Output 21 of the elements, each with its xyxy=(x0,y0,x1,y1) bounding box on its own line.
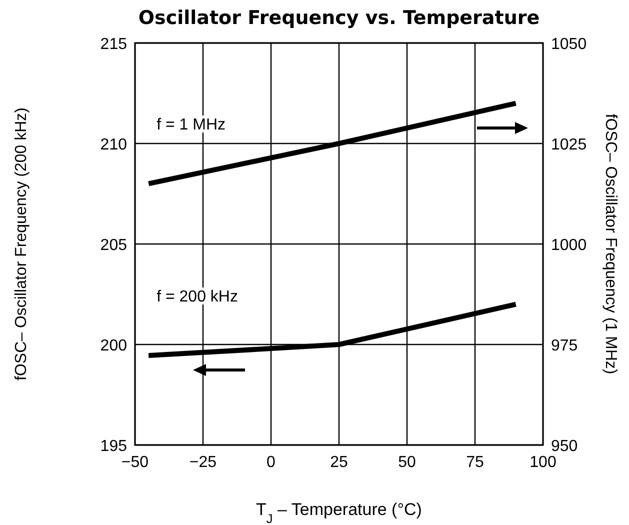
x-axis-title: T$_{J}$ – Temperature (°C) xyxy=(256,500,422,525)
y2-tick-label: 1050 xyxy=(551,36,587,53)
chart-title: Oscillator Frequency vs. Temperature xyxy=(138,7,540,29)
y2-tick-label: 1025 xyxy=(551,136,587,154)
x-tick-label: 75 xyxy=(466,454,484,471)
y-tick-label: 195 xyxy=(100,438,128,455)
x-tick-label: 100 xyxy=(530,454,556,471)
x-tick-label: −25 xyxy=(189,454,217,471)
y2-tick-label: 950 xyxy=(551,438,578,455)
x-tick-label: 50 xyxy=(398,454,416,471)
y2-tick-label: 975 xyxy=(551,338,578,354)
y-tick-label: 215 xyxy=(100,36,128,53)
y-tick-label: 205 xyxy=(100,237,128,254)
y-axis-title: fOSC– Oscillator Frequency (200 kHz) xyxy=(13,108,30,380)
y-tick-label: 210 xyxy=(100,136,128,154)
x-tick-label: 0 xyxy=(266,454,276,471)
y-tick-label: 200 xyxy=(100,338,128,354)
y2-axis-title: fOSC– Oscillator Frequency (1 MHz) xyxy=(602,114,619,374)
y2-tick-label: 1000 xyxy=(551,237,587,254)
x-tick-label: 25 xyxy=(330,454,348,471)
x-tick-label: −50 xyxy=(121,454,149,471)
